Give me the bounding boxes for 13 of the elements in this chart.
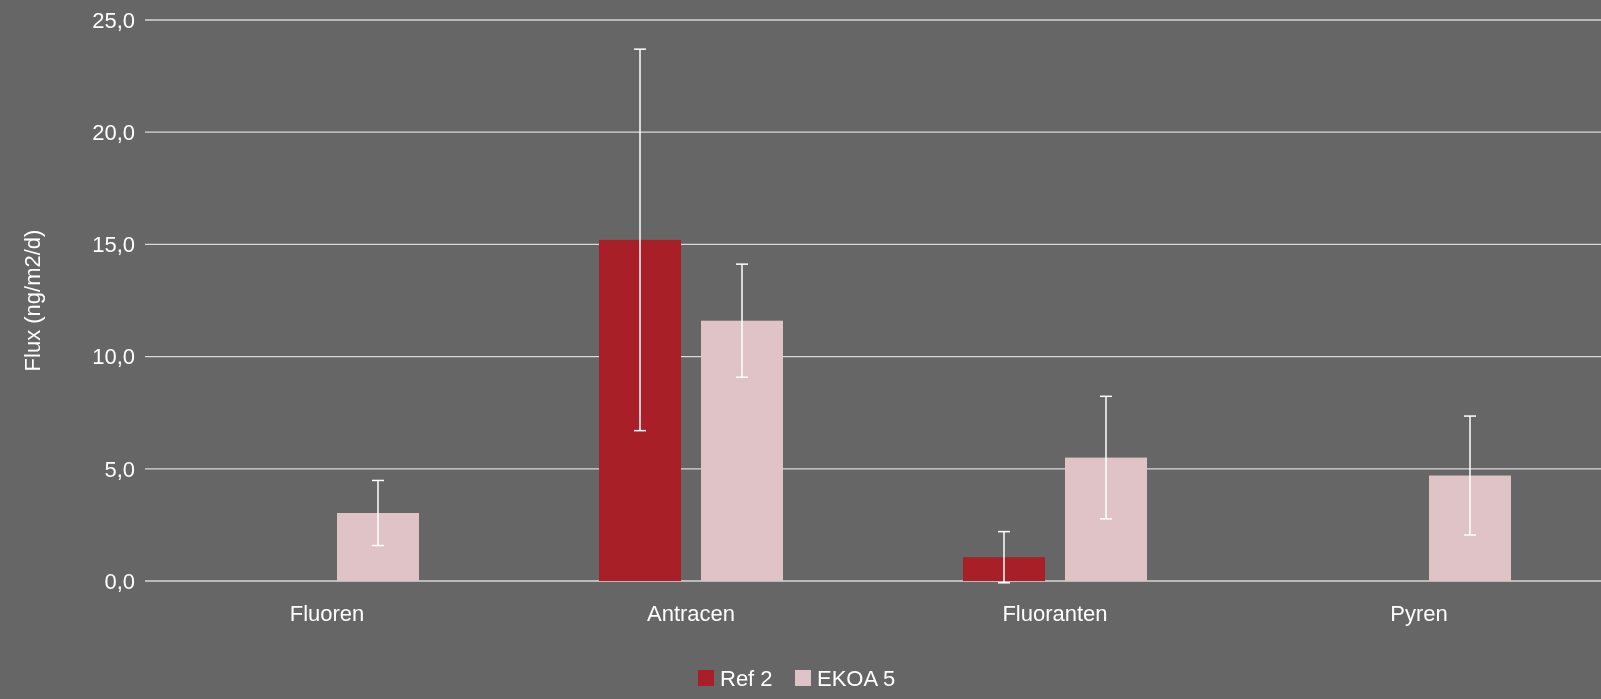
legend-label: EKOA 5 (817, 666, 896, 691)
y-tick-label: 15,0 (92, 232, 135, 258)
y-axis-title: Flux (ng/m2/d) (20, 229, 45, 372)
x-tick-label: Fluoranten (1002, 601, 1108, 626)
y-tick-label: 25,0 (92, 7, 135, 33)
x-tick-label: Antracen (646, 601, 736, 626)
y-tick-label: 5,0 (104, 456, 135, 482)
y-tick-label: 10,0 (92, 344, 135, 370)
y-tick-label: 20,0 (92, 119, 135, 145)
x-tick-label: Fluoren (289, 601, 365, 626)
x-tick-label: Pyren (1390, 601, 1448, 626)
legend-label: Ref 2 (720, 666, 773, 691)
y-tick-label: 0,0 (104, 568, 135, 594)
